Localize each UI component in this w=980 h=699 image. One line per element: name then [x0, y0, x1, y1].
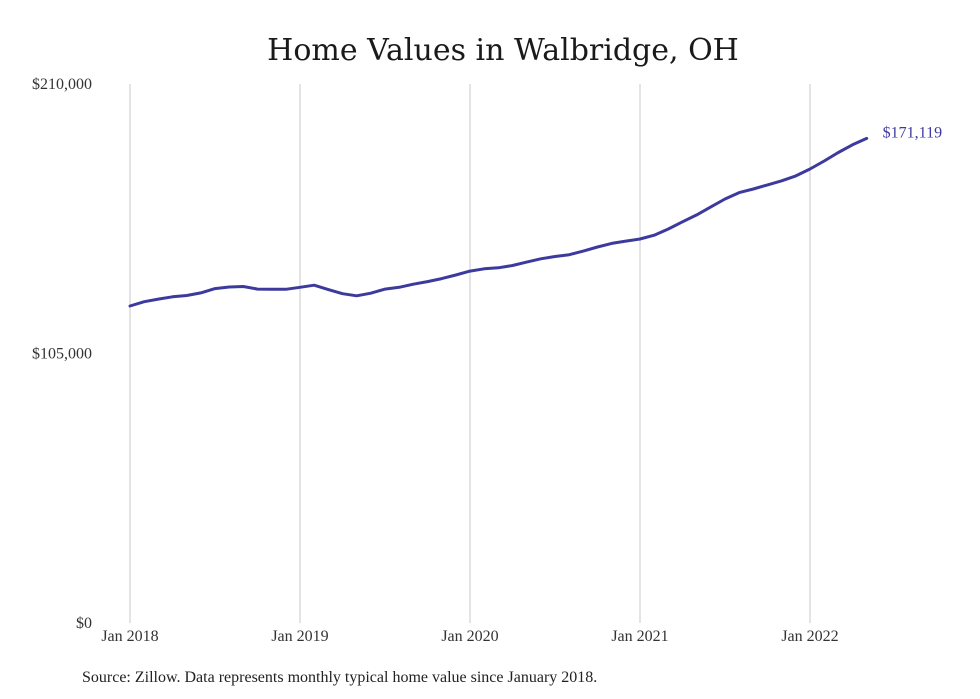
y-tick-label: $0 — [76, 615, 92, 632]
x-tick-label: Jan 2019 — [271, 628, 328, 645]
y-axis-ticks: $0 $105,000 $210,000 — [32, 76, 92, 632]
x-tick-label: Jan 2020 — [441, 628, 498, 645]
x-tick-label: Jan 2021 — [611, 628, 668, 645]
gridlines — [129, 84, 811, 623]
source-note: Source: Zillow. Data represents monthly … — [82, 669, 597, 686]
series-layer — [128, 136, 869, 308]
last-value-label: $171,119 — [883, 124, 942, 141]
x-tick-label: Jan 2022 — [781, 628, 838, 645]
y-tick-label: $105,000 — [32, 346, 92, 363]
x-axis-ticks: Jan 2018 Jan 2019 Jan 2020 Jan 2021 Jan 2022 — [101, 628, 838, 645]
chart-title: Home Values in Walbridge, OH — [267, 33, 739, 68]
x-tick-label: Jan 2018 — [101, 628, 158, 645]
series-line-0 — [128, 136, 869, 308]
y-tick-label: $210,000 — [32, 76, 92, 93]
